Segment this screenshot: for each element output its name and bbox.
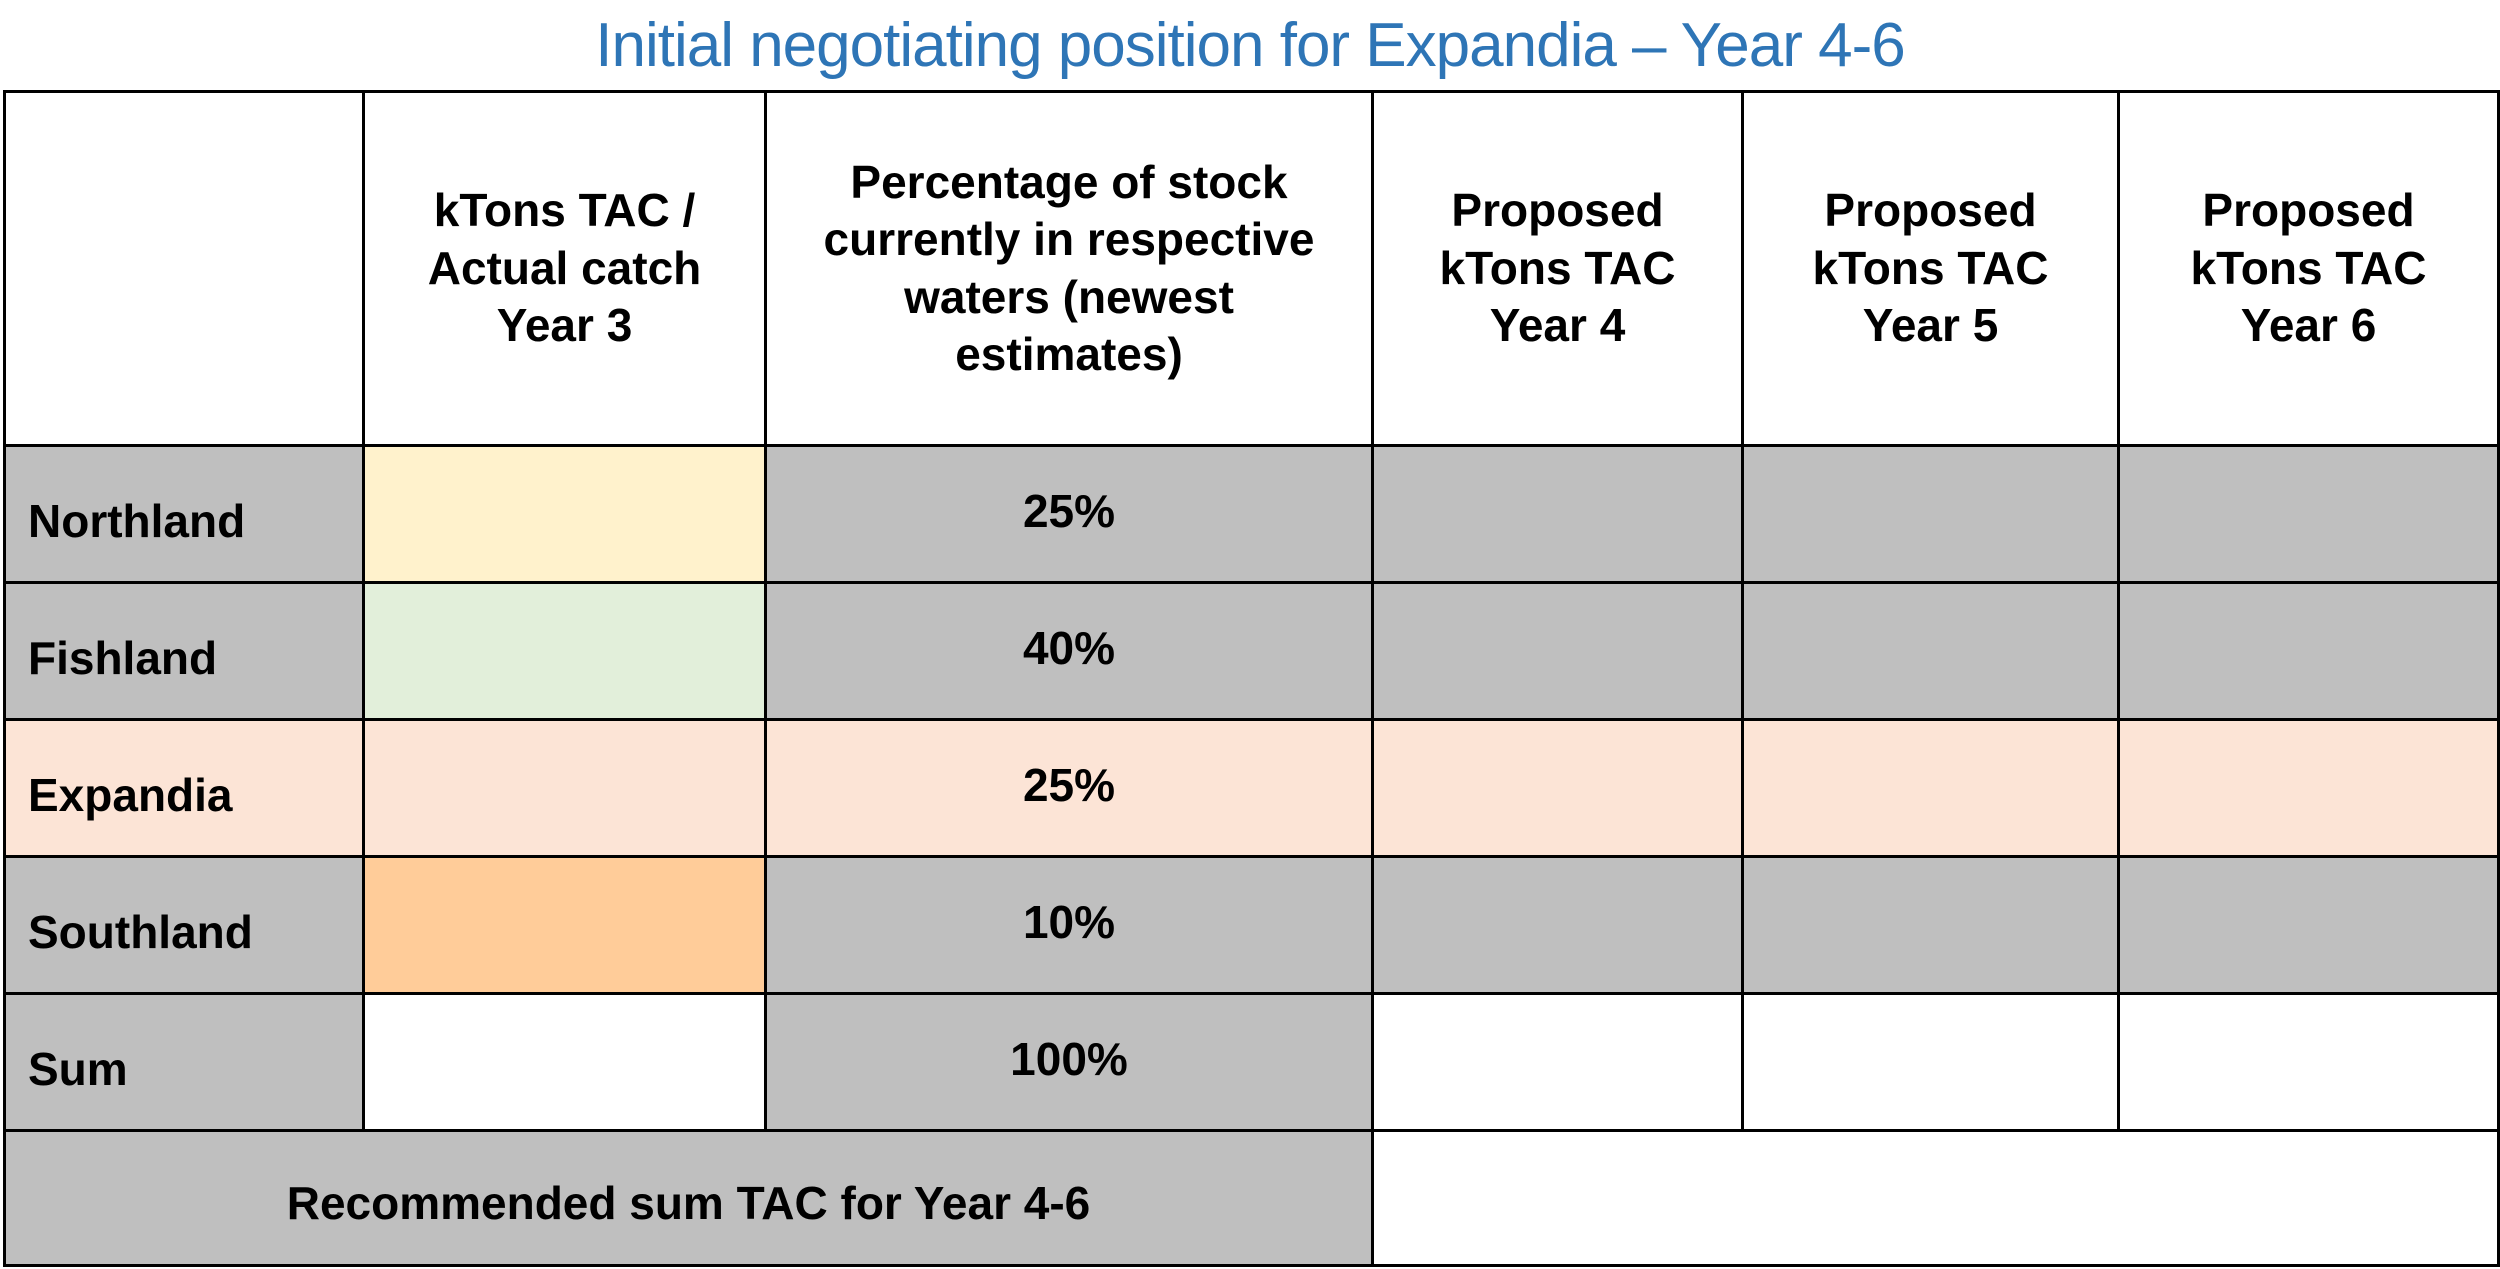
footer-recommended-sum-label: Recommended sum TAC for Year 4-6 (3, 1129, 1374, 1267)
table-row-sum: Sum 100% (3, 992, 2500, 1132)
cell-sum-year6 (2117, 992, 2500, 1132)
row-label-expandia: Expandia (3, 718, 365, 858)
footer-recommended-sum-value (1371, 1129, 2500, 1267)
row-label-sum: Sum (3, 992, 365, 1132)
cell-expandia-year5 (1741, 718, 2120, 858)
table-row-southland: Southland 10% (3, 855, 2500, 995)
cell-expandia-year4 (1371, 718, 1744, 858)
cell-expandia-ktons-year3 (362, 718, 767, 858)
cell-sum-year4 (1371, 992, 1744, 1132)
cell-northland-year4 (1371, 444, 1744, 584)
cell-southland-percent: 10% (764, 855, 1374, 995)
row-label-northland: Northland (3, 444, 365, 584)
cell-expandia-percent: 25% (764, 718, 1374, 858)
header-ktons-tac-year3: kTons TAC / Actual catch Year 3 (362, 90, 767, 447)
table-header-row: kTons TAC / Actual catch Year 3 Percenta… (3, 90, 2500, 447)
cell-southland-year5 (1741, 855, 2120, 995)
header-empty (3, 90, 365, 447)
row-label-southland: Southland (3, 855, 365, 995)
row-label-fishland: Fishland (3, 581, 365, 721)
page-title: Initial negotiating position for Expandi… (595, 10, 1906, 80)
cell-northland-year5 (1741, 444, 2120, 584)
cell-northland-year6 (2117, 444, 2500, 584)
table-row-fishland: Fishland 40% (3, 581, 2500, 721)
table-footer-row: Recommended sum TAC for Year 4-6 (3, 1129, 2500, 1267)
cell-northland-percent: 25% (764, 444, 1374, 584)
cell-fishland-percent: 40% (764, 581, 1374, 721)
table-row-northland: Northland 25% (3, 444, 2500, 584)
negotiation-table: kTons TAC / Actual catch Year 3 Percenta… (3, 90, 2500, 1267)
cell-fishland-ktons-year3 (362, 581, 767, 721)
cell-expandia-year6 (2117, 718, 2500, 858)
cell-southland-year6 (2117, 855, 2500, 995)
cell-fishland-year6 (2117, 581, 2500, 721)
header-proposed-year5: Proposed kTons TAC Year 5 (1741, 90, 2120, 447)
header-proposed-year4: Proposed kTons TAC Year 4 (1371, 90, 1744, 447)
cell-fishland-year4 (1371, 581, 1744, 721)
cell-sum-percent: 100% (764, 992, 1374, 1132)
cell-sum-ktons-year3 (362, 992, 767, 1132)
header-percentage-stock: Percentage of stock currently in respect… (764, 90, 1374, 447)
cell-southland-year4 (1371, 855, 1744, 995)
cell-southland-ktons-year3 (362, 855, 767, 995)
cell-fishland-year5 (1741, 581, 2120, 721)
cell-northland-ktons-year3 (362, 444, 767, 584)
header-proposed-year6: Proposed kTons TAC Year 6 (2117, 90, 2500, 447)
table-row-expandia: Expandia 25% (3, 718, 2500, 858)
cell-sum-year5 (1741, 992, 2120, 1132)
